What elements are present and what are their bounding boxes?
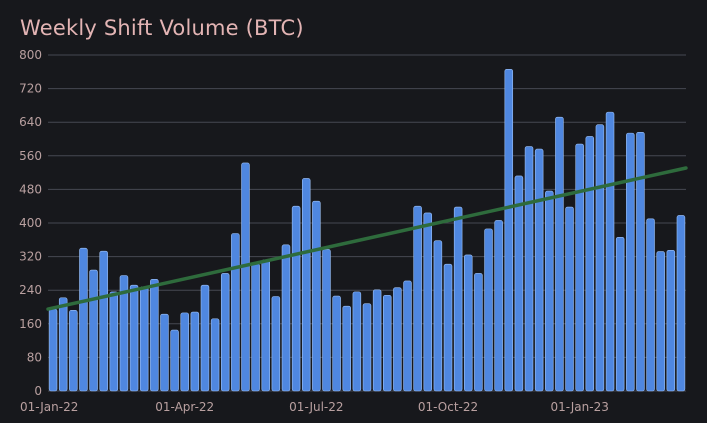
bar [48, 308, 58, 392]
bar [200, 284, 210, 392]
bar [58, 297, 68, 392]
bar [251, 263, 260, 392]
bar [494, 220, 503, 392]
bar [190, 311, 200, 392]
bar [220, 273, 230, 392]
bar [109, 291, 119, 392]
bar [615, 236, 625, 392]
bar [150, 278, 159, 392]
bars [48, 68, 686, 392]
x-axis-ticks: 01-Jan-22 01-Apr-22 01-Jul-22 01-Oct-22 01-J… [20, 400, 609, 414]
bar [312, 200, 321, 392]
y-tick-label: 720 [19, 82, 42, 96]
bar [676, 215, 686, 392]
bar [666, 250, 676, 392]
bar [453, 206, 463, 392]
bar [210, 318, 220, 392]
bar [403, 280, 412, 392]
bar [555, 116, 564, 392]
bar [545, 190, 554, 392]
bar [180, 312, 189, 392]
y-tick-label: 160 [19, 317, 42, 331]
bar [129, 284, 139, 392]
bar [524, 146, 534, 392]
bar [575, 143, 584, 392]
y-tick-label: 480 [19, 182, 42, 196]
bar [585, 136, 595, 392]
bar [231, 233, 240, 392]
y-tick-label: 640 [19, 115, 42, 129]
bar [362, 303, 372, 392]
bar [332, 295, 341, 392]
bar [119, 275, 129, 392]
bar [79, 247, 88, 392]
bar [534, 148, 544, 392]
x-tick-label: 01-Oct-22 [418, 400, 478, 414]
y-tick-label: 800 [19, 48, 42, 62]
bar [393, 287, 402, 392]
bar [271, 296, 281, 392]
trendline-group [46, 166, 688, 311]
bar [565, 206, 574, 392]
bar [464, 254, 473, 392]
bar [342, 305, 351, 392]
bar [352, 291, 362, 392]
bar [605, 111, 615, 392]
bar [301, 178, 311, 392]
bar [626, 132, 635, 392]
bar [423, 212, 433, 392]
x-tick-label: 01-Jan-23 [550, 400, 608, 414]
x-tick-label: 01-Apr-22 [155, 400, 214, 414]
y-axis-ticks: 0 80 160 240 320 400 480 560 640 720 800 [19, 48, 42, 398]
y-tick-label: 560 [19, 149, 42, 163]
bar [261, 259, 270, 392]
x-tick-label: 01-Jul-22 [289, 400, 343, 414]
y-tick-label: 240 [19, 283, 42, 297]
bar [413, 205, 422, 392]
bar [433, 240, 443, 392]
y-tick-label: 400 [19, 216, 42, 230]
bar [281, 244, 291, 392]
bar [170, 329, 179, 392]
bar [504, 68, 514, 392]
bar [322, 249, 331, 392]
bar [383, 294, 392, 392]
bar [139, 286, 149, 392]
bar [636, 131, 645, 392]
y-tick-label: 320 [19, 250, 42, 264]
trendline [46, 166, 688, 311]
y-tick-label: 0 [34, 384, 42, 398]
bar [443, 263, 453, 392]
bar [99, 250, 108, 392]
bar [160, 313, 169, 392]
bar [646, 218, 655, 392]
bar [595, 124, 605, 392]
bar [372, 289, 382, 392]
x-tick-label: 01-Jan-22 [20, 400, 78, 414]
bar [484, 228, 493, 392]
bar [474, 273, 483, 392]
bar [89, 269, 98, 392]
bar [69, 310, 78, 392]
chart-title: Weekly Shift Volume (BTC) [20, 16, 304, 40]
bar [656, 251, 665, 392]
y-tick-label: 80 [27, 350, 42, 364]
bar [291, 205, 301, 392]
bar [241, 162, 250, 392]
bar [514, 175, 524, 392]
